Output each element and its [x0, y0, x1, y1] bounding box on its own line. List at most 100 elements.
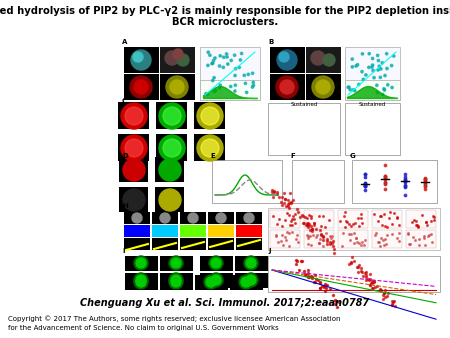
Point [375, 239, 382, 245]
Point [285, 231, 292, 236]
Ellipse shape [222, 66, 225, 69]
Point [382, 174, 389, 179]
Ellipse shape [206, 277, 216, 287]
Point [382, 186, 389, 192]
Ellipse shape [380, 68, 382, 70]
Text: G: G [350, 153, 356, 159]
Bar [125, 275, 158, 290]
Ellipse shape [134, 273, 148, 287]
Ellipse shape [207, 51, 209, 53]
Point [328, 234, 335, 239]
Point [401, 174, 409, 179]
Ellipse shape [368, 52, 370, 55]
Bar [200, 47, 260, 100]
Point [308, 275, 315, 281]
Point [301, 214, 308, 220]
Point [421, 178, 428, 184]
Point [343, 220, 351, 225]
Point [356, 223, 363, 228]
Point [401, 183, 409, 188]
Ellipse shape [169, 273, 183, 287]
Ellipse shape [392, 55, 395, 57]
Bar [270, 230, 300, 248]
Bar [208, 212, 234, 224]
Point [339, 243, 346, 249]
Point [377, 235, 384, 240]
Ellipse shape [227, 63, 229, 65]
Point [321, 224, 328, 229]
Point [401, 176, 409, 181]
Point [278, 199, 285, 205]
Ellipse shape [371, 64, 374, 66]
Ellipse shape [163, 139, 181, 157]
Point [354, 215, 361, 220]
Point [320, 243, 327, 248]
Ellipse shape [387, 83, 389, 86]
Point [401, 192, 409, 198]
Point [299, 221, 306, 226]
Bar [160, 47, 195, 73]
Ellipse shape [177, 54, 189, 66]
Point [351, 230, 358, 235]
Ellipse shape [252, 84, 255, 87]
Ellipse shape [377, 54, 379, 57]
Point [396, 231, 403, 236]
Point [370, 280, 378, 285]
Point [362, 277, 369, 282]
Point [367, 281, 374, 286]
Point [401, 171, 409, 177]
Point [307, 224, 314, 229]
Ellipse shape [123, 159, 145, 181]
Bar [180, 225, 206, 237]
Point [305, 222, 312, 227]
Bar [270, 47, 305, 73]
Point [363, 269, 370, 275]
Bar [268, 208, 440, 250]
Point [342, 219, 349, 224]
Point [290, 213, 297, 218]
Point [423, 222, 431, 227]
Point [420, 236, 427, 241]
Ellipse shape [252, 72, 254, 74]
Point [379, 297, 387, 302]
Point [310, 220, 317, 225]
Ellipse shape [234, 54, 236, 56]
Point [425, 233, 432, 239]
Point [393, 215, 400, 220]
Point [284, 201, 292, 206]
Bar [118, 102, 149, 129]
Point [329, 243, 336, 249]
Point [288, 217, 296, 222]
Text: I: I [122, 248, 125, 254]
Ellipse shape [354, 90, 356, 92]
Bar [155, 157, 184, 182]
Ellipse shape [209, 256, 223, 270]
Text: Sustained: Sustained [290, 102, 318, 107]
Ellipse shape [159, 135, 185, 161]
Bar [338, 230, 368, 248]
Point [362, 272, 369, 278]
Point [281, 196, 288, 202]
Ellipse shape [243, 74, 245, 76]
Text: D: D [122, 153, 128, 159]
Point [308, 215, 315, 220]
Point [386, 216, 393, 221]
Point [278, 232, 285, 237]
Bar [155, 187, 184, 212]
Ellipse shape [391, 64, 393, 67]
Point [316, 280, 324, 285]
Bar [292, 160, 344, 203]
Point [369, 280, 376, 286]
Point [413, 219, 420, 224]
Point [332, 297, 339, 303]
Point [315, 240, 322, 245]
Point [297, 258, 304, 264]
Ellipse shape [382, 93, 384, 96]
Text: BCR microclusters.: BCR microclusters. [172, 17, 278, 27]
Point [387, 209, 394, 215]
Point [361, 183, 369, 189]
Point [362, 274, 369, 280]
Point [314, 232, 321, 237]
Point [282, 218, 289, 223]
Ellipse shape [209, 54, 211, 56]
